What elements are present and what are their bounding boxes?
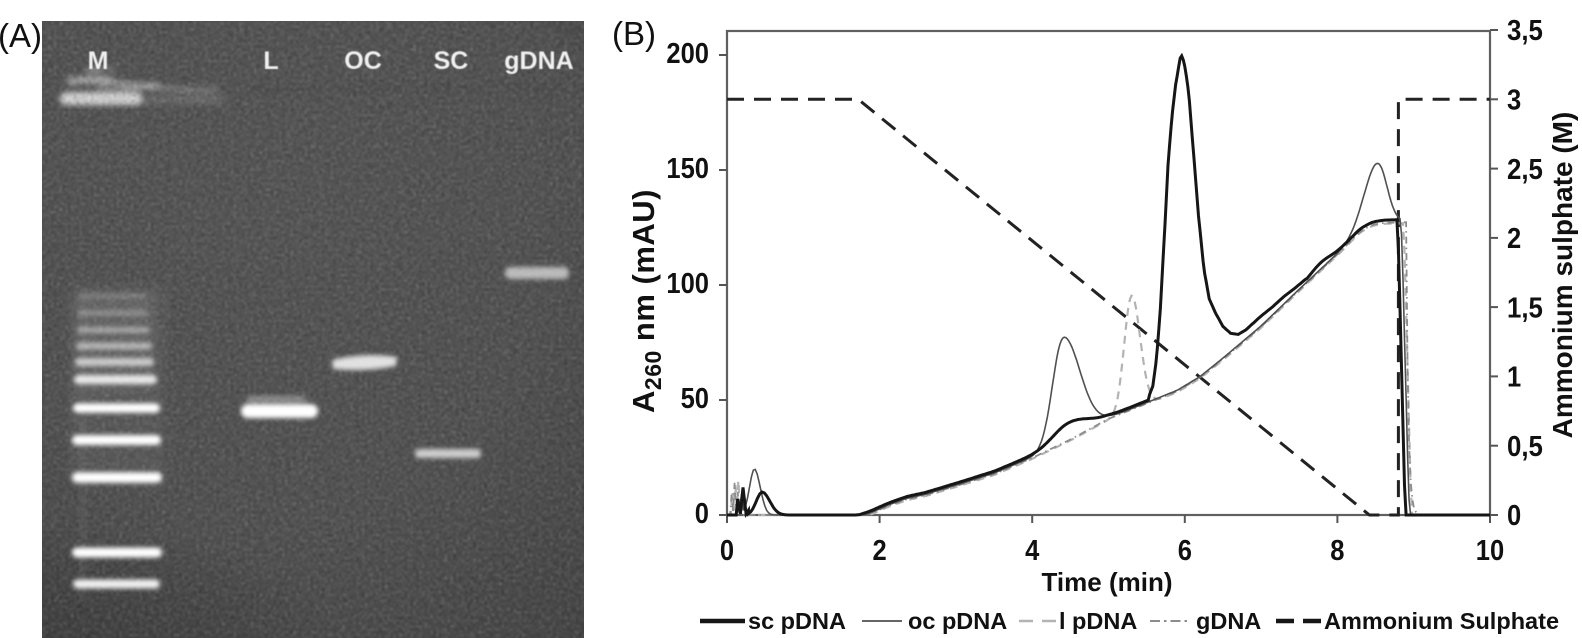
svg-text:(B): (B)	[612, 15, 656, 52]
svg-text:0: 0	[1507, 500, 1521, 532]
svg-text:Ammonium Sulphate: Ammonium Sulphate	[1324, 608, 1559, 634]
svg-text:A260 nm (mAU): A260 nm (mAU)	[626, 189, 666, 413]
svg-text:SC: SC	[434, 47, 469, 75]
svg-text:Ammonium sulphate (M): Ammonium sulphate (M)	[1547, 112, 1578, 439]
svg-text:(A): (A)	[0, 17, 42, 54]
svg-text:10: 10	[1476, 535, 1504, 567]
svg-text:oc pDNA: oc pDNA	[908, 608, 1007, 634]
svg-text:2: 2	[873, 535, 887, 567]
svg-text:l pDNA: l pDNA	[1059, 608, 1137, 634]
svg-text:L: L	[263, 47, 278, 75]
svg-text:1: 1	[1507, 362, 1521, 394]
svg-text:2: 2	[1507, 223, 1521, 255]
svg-text:Time (min): Time (min)	[1042, 567, 1173, 597]
svg-text:4: 4	[1025, 535, 1039, 567]
svg-text:6: 6	[1178, 535, 1192, 567]
svg-text:150: 150	[666, 153, 709, 185]
svg-text:sc pDNA: sc pDNA	[748, 608, 846, 634]
svg-text:3: 3	[1507, 84, 1521, 116]
svg-text:M: M	[88, 47, 109, 75]
svg-text:8: 8	[1330, 535, 1344, 567]
svg-text:gDNA: gDNA	[1196, 608, 1261, 634]
svg-text:1,5: 1,5	[1507, 292, 1543, 324]
svg-text:0: 0	[695, 498, 709, 530]
svg-text:3,5: 3,5	[1507, 15, 1543, 47]
svg-text:50: 50	[681, 383, 709, 415]
svg-text:OC: OC	[344, 47, 382, 75]
svg-text:2,5: 2,5	[1507, 154, 1543, 186]
svg-text:gDNA: gDNA	[504, 47, 573, 75]
svg-text:0,5: 0,5	[1507, 431, 1543, 463]
svg-text:0: 0	[720, 535, 734, 567]
svg-text:100: 100	[666, 268, 709, 300]
svg-text:200: 200	[666, 38, 709, 70]
